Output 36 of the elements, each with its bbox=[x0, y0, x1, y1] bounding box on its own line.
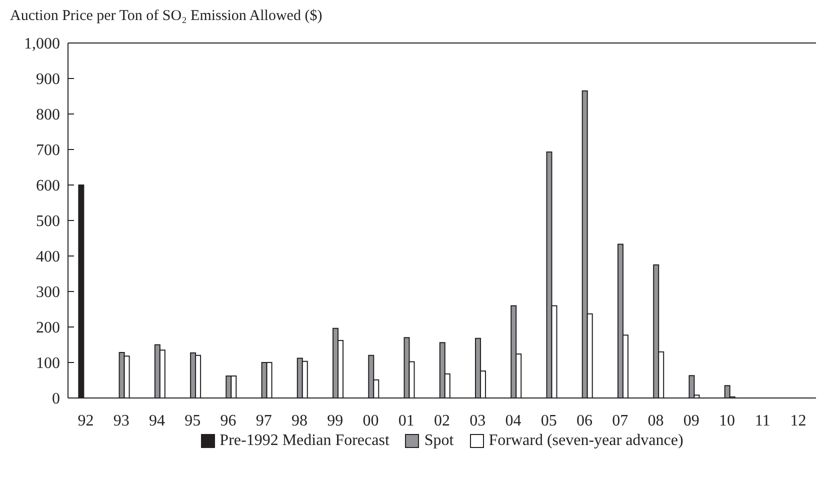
y-tick-label: 1,000 bbox=[24, 36, 60, 53]
x-tick-label: 99 bbox=[327, 412, 344, 430]
x-tick-label: 07 bbox=[612, 412, 628, 430]
x-tick-label: 03 bbox=[470, 412, 486, 430]
y-tick-label: 400 bbox=[36, 248, 60, 266]
x-tick-label: 06 bbox=[576, 412, 592, 430]
y-tick-label: 100 bbox=[36, 355, 60, 372]
x-tick-label: 95 bbox=[184, 412, 201, 430]
x-tick-label: 08 bbox=[648, 412, 664, 430]
x-tick-label: 12 bbox=[790, 412, 806, 430]
x-tick-label: 96 bbox=[220, 412, 236, 430]
x-tick-label: 94 bbox=[149, 412, 166, 430]
y-tick-label: 600 bbox=[36, 178, 60, 195]
y-tick-label: 500 bbox=[36, 213, 60, 230]
chart-title: Auction Price per Ton of SO₂ Emission Allowed ($) bbox=[10, 8, 322, 24]
legend-label: Pre-1992 Median Forecast bbox=[220, 432, 390, 450]
x-tick-label: 10 bbox=[718, 412, 735, 430]
x-tick-label: 11 bbox=[754, 412, 770, 430]
y-tick-label: 300 bbox=[36, 284, 60, 302]
x-tick-label: 01 bbox=[398, 412, 414, 430]
y-tick-label: 800 bbox=[36, 106, 60, 124]
x-tick-label: 04 bbox=[505, 412, 522, 430]
y-tick-label: 200 bbox=[36, 320, 60, 337]
legend-label: Spot bbox=[424, 432, 454, 450]
y-tick-label: 0 bbox=[52, 390, 60, 408]
x-tick-label: 97 bbox=[256, 412, 272, 430]
x-tick-label: 05 bbox=[540, 412, 557, 430]
x-tick-label: 09 bbox=[683, 412, 700, 430]
y-tick-label: 900 bbox=[36, 71, 60, 88]
x-tick-label: 00 bbox=[362, 412, 379, 430]
x-tick-label: 98 bbox=[292, 412, 308, 430]
y-tick-label: 700 bbox=[36, 142, 60, 160]
legend-label: Forward (seven-year advance) bbox=[488, 432, 684, 450]
x-tick-label: 92 bbox=[78, 412, 94, 430]
x-tick-label: 02 bbox=[434, 412, 450, 430]
x-tick-label: 93 bbox=[113, 412, 130, 430]
